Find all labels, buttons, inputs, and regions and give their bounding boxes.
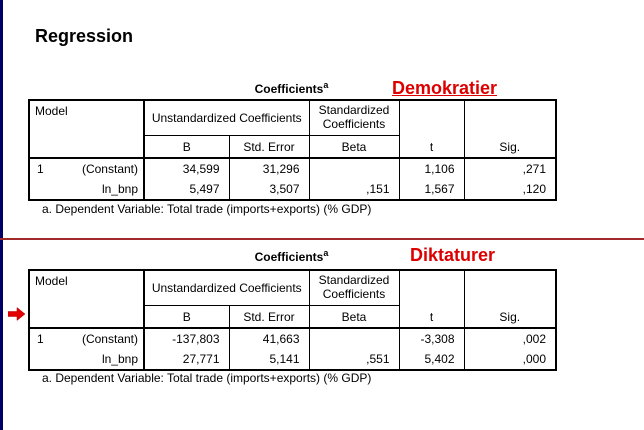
group-label-demokratier: Demokratier [392, 78, 498, 98]
header-standardized-coefficients: Standardized Coefficients [309, 270, 400, 306]
cell-b: -137,803 [144, 328, 230, 349]
cell-std-error: 31,296 [229, 158, 310, 179]
cell-b: 5,497 [144, 179, 230, 200]
cell-std-error: 5,141 [229, 349, 310, 370]
table-header-row: Model Unstandardized Coefficients Standa… [29, 270, 556, 329]
table-title: Coefficientsa [28, 80, 555, 96]
header-model: Model [29, 270, 145, 329]
cell-std-error: 3,507 [229, 179, 310, 200]
header-beta: Beta [309, 305, 400, 329]
cell-predictor-label: ln_bnp [59, 349, 145, 370]
cell-model-number: 1 [37, 332, 44, 346]
cell-t: 5,402 [399, 349, 465, 370]
table-title-footnote-marker: a [323, 80, 329, 90]
table-row: 1 (Constant) -137,803 41,663 -3,308 ,002 [29, 328, 556, 349]
coefficients-table-demokratier: Model Unstandardized Coefficients Standa… [28, 99, 557, 201]
cell-predictor-label: ln_bnp [59, 179, 145, 200]
table-footnote: a. Dependent Variable: Total trade (impo… [42, 202, 372, 216]
cell-beta: ,551 [309, 349, 400, 370]
cell-model-number [29, 179, 59, 200]
red-right-arrow-icon [8, 307, 25, 321]
table-row: ln_bnp 27,771 5,141 ,551 5,402 ,000 [29, 349, 556, 370]
page-title: Regression [35, 26, 134, 46]
cell-std-error: 41,663 [229, 328, 310, 349]
window-left-border [0, 0, 3, 430]
cell-sig: ,002 [522, 332, 546, 346]
header-model: Model [29, 100, 145, 159]
header-b: B [144, 305, 230, 329]
cell-sig: ,120 [522, 182, 546, 196]
cell-model-number [29, 349, 59, 370]
cell-beta [309, 158, 400, 179]
table-title-text: Coefficients [254, 82, 324, 96]
header-standardized-coefficients: Standardized Coefficients [309, 100, 400, 136]
cell-t: 1,106 [399, 158, 465, 179]
header-unstandardized-coefficients: Unstandardized Coefficients [144, 100, 310, 136]
cell-sig: ,000 [522, 352, 546, 366]
header-t: t [399, 270, 465, 329]
cell-predictor-label: (Constant) [59, 158, 145, 179]
header-unstandardized-coefficients: Unstandardized Coefficients [144, 270, 310, 306]
table-footnote: a. Dependent Variable: Total trade (impo… [42, 371, 372, 385]
header-t: t [399, 100, 465, 159]
cell-b: 34,599 [144, 158, 230, 179]
cell-predictor-label: (Constant) [59, 328, 145, 349]
header-sig: Sig. [464, 100, 556, 159]
table-subheader-row: B Std. Error Beta [29, 305, 556, 329]
cell-sig: ,271 [522, 162, 546, 176]
table-header-row: Model Unstandardized Coefficients Standa… [29, 100, 556, 159]
header-std-error: Std. Error [229, 135, 310, 159]
table-subheader-row: B Std. Error Beta [29, 135, 556, 159]
header-b: B [144, 135, 230, 159]
cell-model-number: 1 [37, 162, 44, 176]
table-title-footnote-marker: a [323, 248, 329, 258]
group-label-diktaturer: Diktaturer [410, 245, 496, 265]
header-beta: Beta [309, 135, 400, 159]
header-sig: Sig. [464, 270, 556, 329]
cell-beta [309, 328, 400, 349]
cell-b: 27,771 [144, 349, 230, 370]
table-title-text: Coefficients [254, 250, 324, 264]
cell-t: 1,567 [399, 179, 465, 200]
table-title: Coefficientsa [28, 248, 555, 264]
table-row: 1 (Constant) 34,599 31,296 1,106 ,271 [29, 158, 556, 179]
section-divider-line [0, 238, 644, 240]
header-std-error: Std. Error [229, 305, 310, 329]
table-row: ln_bnp 5,497 3,507 ,151 1,567 ,120 [29, 179, 556, 200]
cell-t: -3,308 [399, 328, 465, 349]
coefficients-table-diktaturer: Model Unstandardized Coefficients Standa… [28, 269, 557, 371]
cell-beta: ,151 [309, 179, 400, 200]
